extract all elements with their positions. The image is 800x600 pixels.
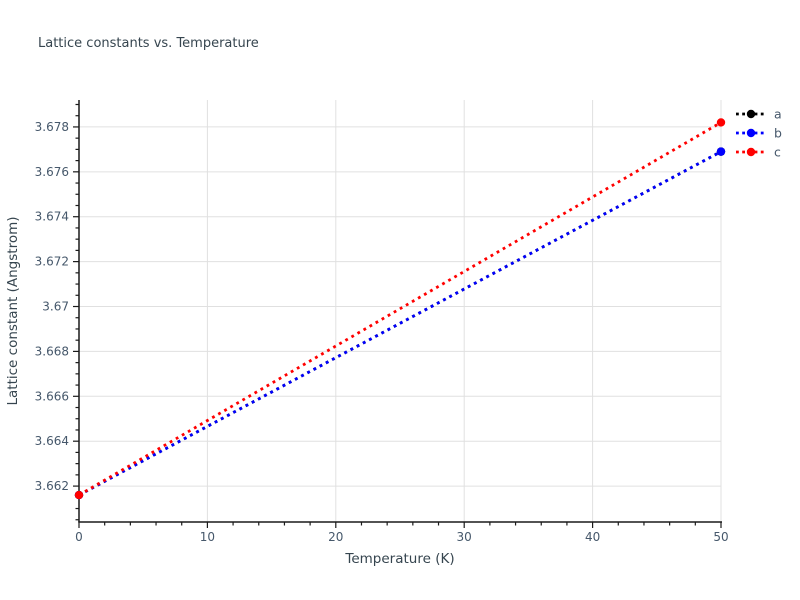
legend-marker-sample — [746, 147, 756, 157]
series-c-marker — [716, 118, 726, 127]
series-c-line — [78, 121, 722, 497]
legend: abc — [736, 107, 782, 160]
legend-label: a — [774, 107, 782, 122]
x-axis-label: Temperature (K) — [345, 551, 455, 567]
legend-label: b — [774, 126, 782, 141]
y-tick-label: 3.678 — [35, 120, 69, 134]
series-b — [74, 147, 726, 500]
chart-title: Lattice constants vs. Temperature — [38, 36, 259, 51]
x-tick-label: 50 — [713, 530, 728, 544]
legend-marker-sample — [746, 109, 756, 119]
legend-marker-sample — [746, 128, 756, 138]
y-tick-label: 3.674 — [35, 210, 69, 224]
axis-spines — [78, 100, 722, 523]
legend-entry-c: c — [736, 145, 781, 160]
legend-label: c — [774, 145, 781, 160]
gridlines — [79, 100, 722, 522]
series-c — [74, 118, 726, 500]
x-tick-label: 10 — [200, 530, 215, 544]
y-tick-label: 3.676 — [35, 165, 69, 179]
y-tick-label: 3.67 — [42, 300, 69, 314]
axis-ticks — [73, 103, 722, 528]
y-tick-label: 3.672 — [35, 255, 69, 269]
x-tick-label: 20 — [328, 530, 343, 544]
y-tick-label: 3.664 — [35, 434, 69, 448]
legend-entry-a: a — [736, 107, 782, 122]
tick-labels: 0 10 20 30 40 50 3.662 3.664 3.666 3.668 3.67 3.672… — [35, 120, 729, 544]
x-tick-label: 30 — [457, 530, 472, 544]
series-b-marker — [716, 147, 726, 156]
series-b-line — [78, 150, 722, 497]
x-tick-label: 40 — [585, 530, 600, 544]
y-tick-label: 3.668 — [35, 344, 69, 358]
y-tick-label: 3.662 — [35, 479, 69, 493]
legend-entry-b: b — [736, 126, 782, 141]
x-tick-label: 0 — [75, 530, 83, 544]
y-axis-label: Lattice constant (Angstrom) — [5, 216, 21, 406]
series-c-marker — [74, 490, 84, 500]
y-tick-label: 3.666 — [35, 389, 69, 403]
